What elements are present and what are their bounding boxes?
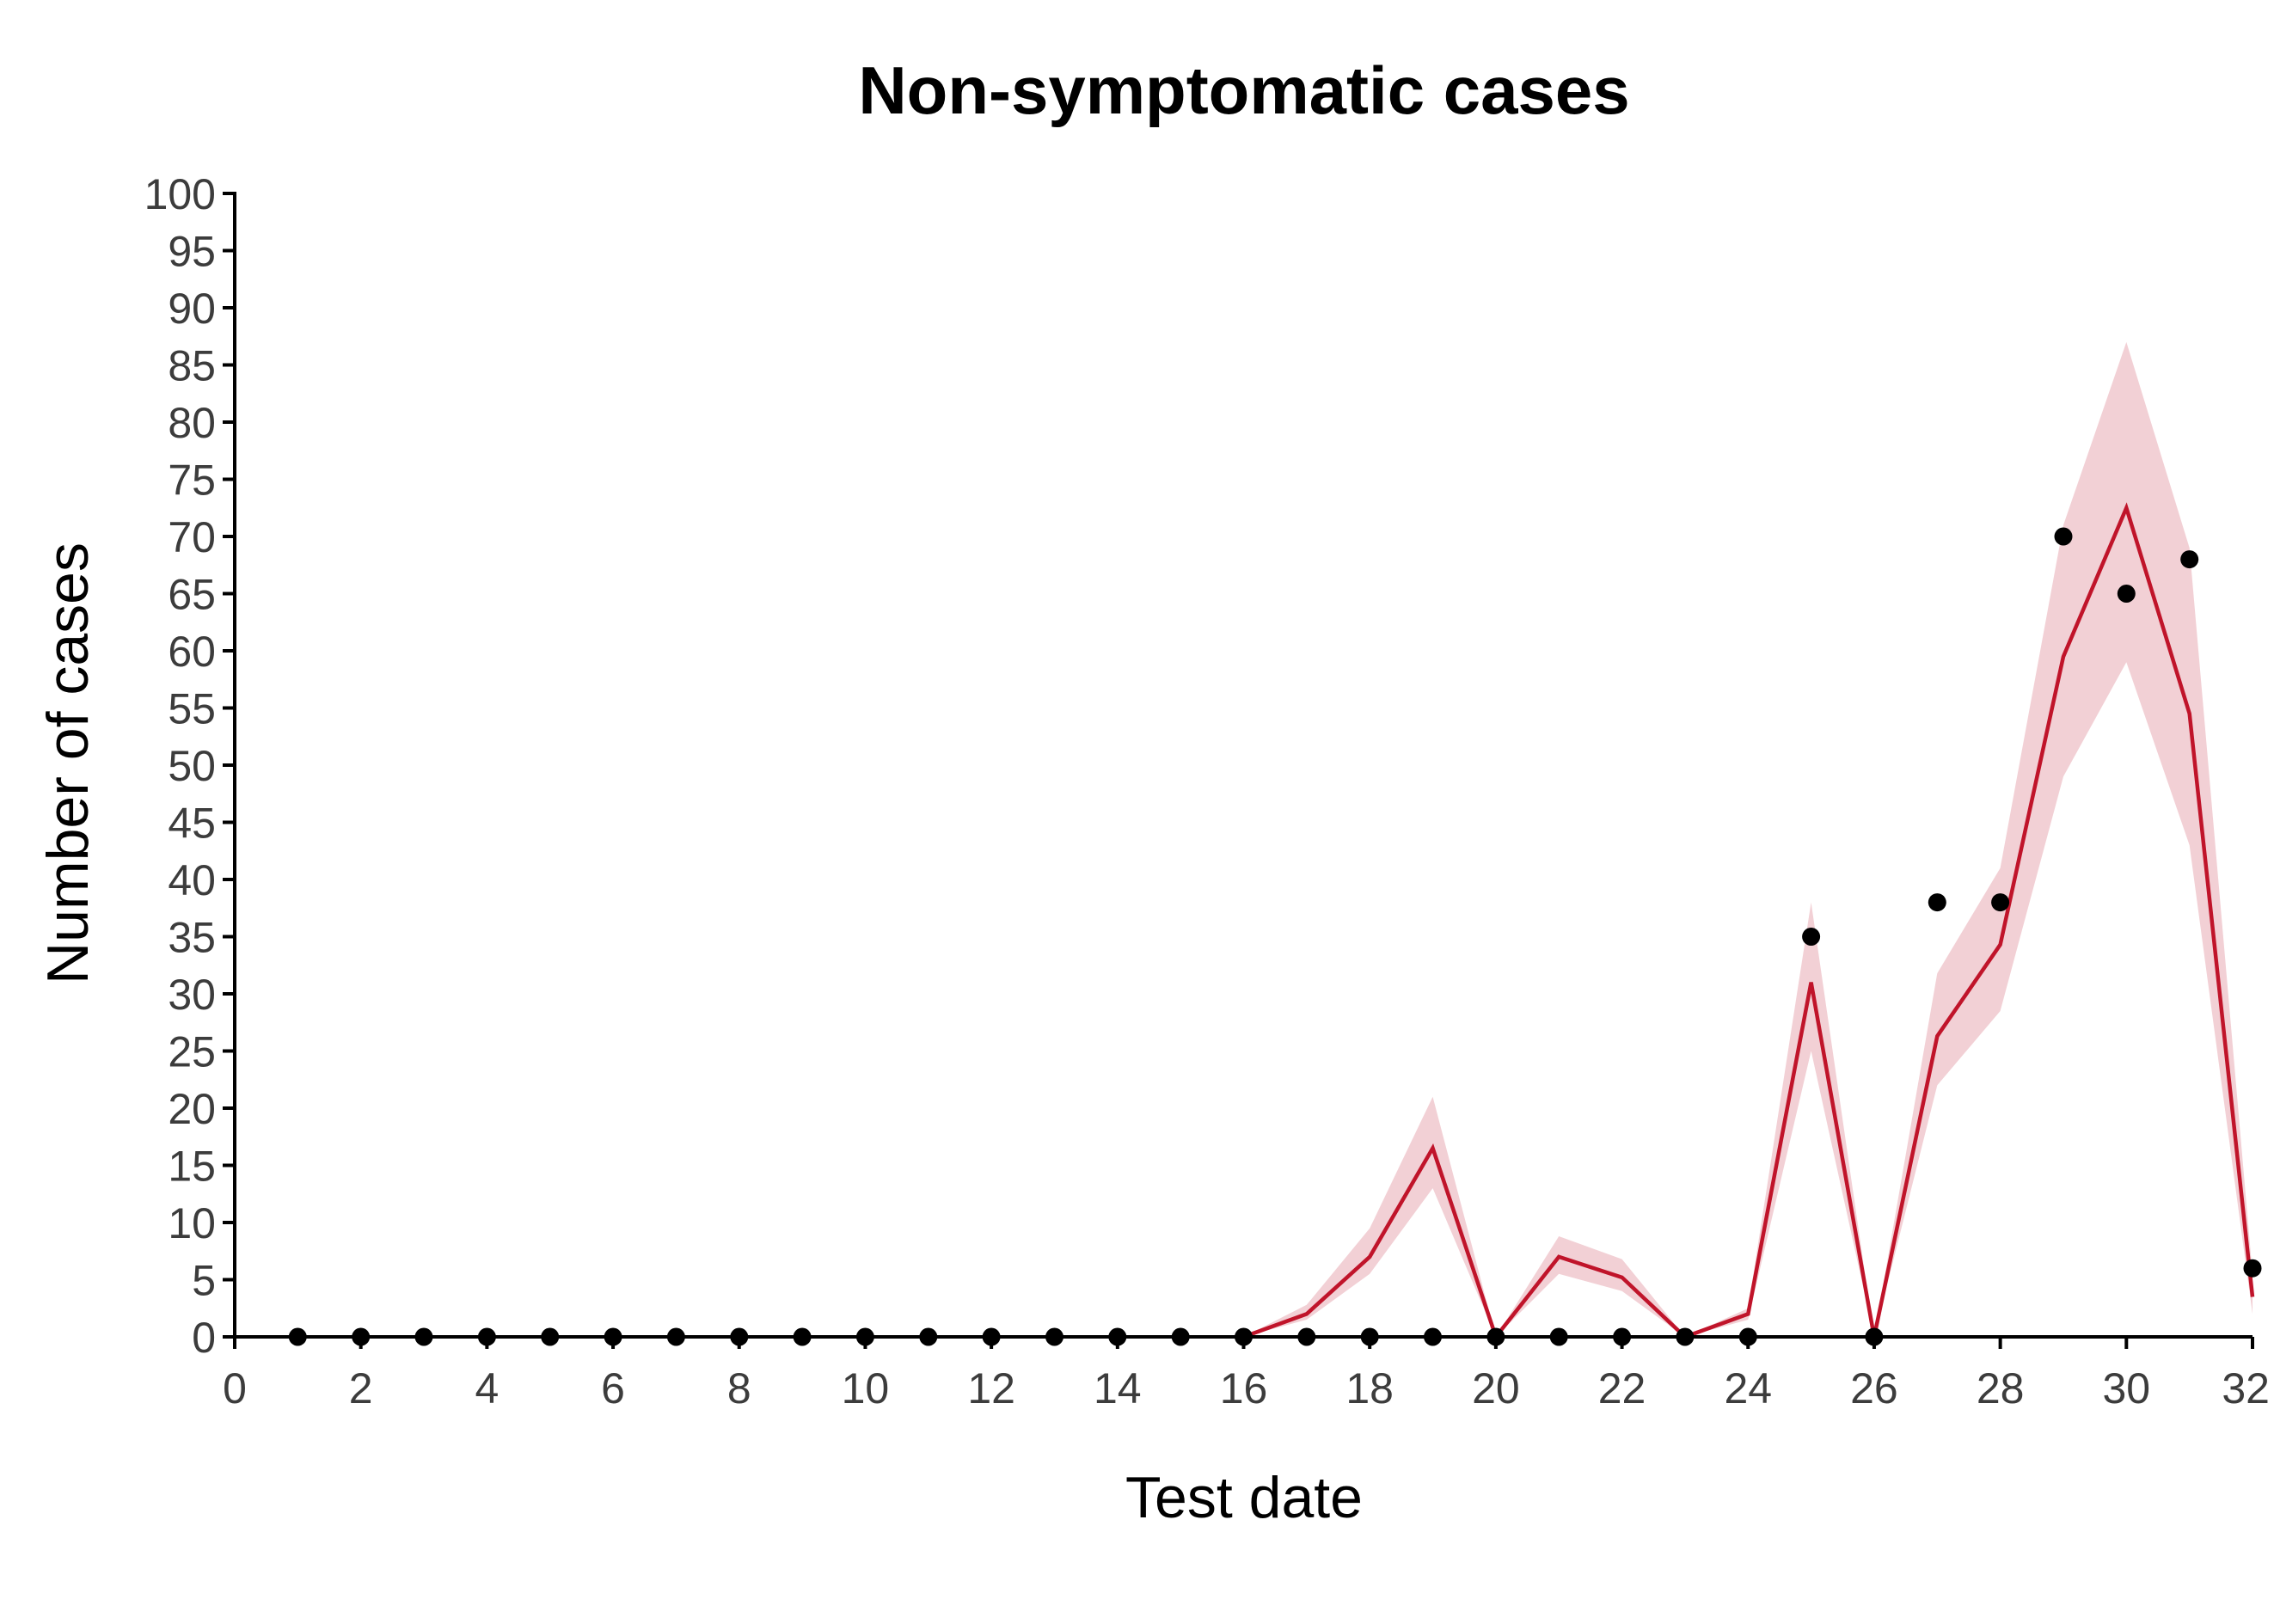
y-tick-label: 25 <box>168 1028 216 1076</box>
y-tick-label: 55 <box>168 685 216 733</box>
y-tick-label: 0 <box>192 1314 216 1362</box>
chart-title: Non-symptomatic cases <box>858 52 1629 128</box>
data-point <box>2054 527 2073 546</box>
x-tick-label: 24 <box>1724 1364 1772 1413</box>
x-tick-label: 14 <box>1094 1364 1142 1413</box>
x-tick-label: 4 <box>475 1364 499 1413</box>
y-tick-label: 90 <box>168 285 216 333</box>
data-point <box>1991 893 2010 912</box>
data-point <box>2180 550 2199 569</box>
x-tick-label: 30 <box>2103 1364 2151 1413</box>
interval-band <box>1243 341 2253 1337</box>
interval-band-layer <box>1243 341 2253 1337</box>
y-tick-label: 50 <box>168 742 216 790</box>
x-tick-label: 12 <box>967 1364 1015 1413</box>
data-point <box>2117 585 2136 603</box>
y-tick-label: 80 <box>168 399 216 447</box>
y-tick-label: 75 <box>168 457 216 505</box>
y-tick-label: 5 <box>192 1257 216 1305</box>
y-tick-label: 95 <box>168 228 216 276</box>
x-axis-label: Test date <box>1125 1465 1363 1530</box>
y-tick-label: 15 <box>168 1143 216 1191</box>
y-tick-label: 10 <box>168 1199 216 1247</box>
x-tick-label: 28 <box>1977 1364 2025 1413</box>
x-tick-label: 8 <box>727 1364 751 1413</box>
data-point <box>1928 893 1946 912</box>
y-axis-ticks: 0 5 10 15 20 25 30 35 40 45 50 55 60 65 70 75 80 85 90 95 10… <box>144 170 235 1362</box>
y-tick-label: 60 <box>168 628 216 676</box>
fitted-line <box>1242 502 2255 1341</box>
x-tick-label: 26 <box>1850 1364 1898 1413</box>
data-point <box>1802 928 1821 946</box>
x-tick-label: 16 <box>1220 1364 1268 1413</box>
y-tick-label: 85 <box>168 342 216 390</box>
axes <box>233 192 2253 1339</box>
data-point <box>2243 1259 2262 1278</box>
x-tick-label: 0 <box>223 1364 247 1413</box>
x-tick-label: 18 <box>1345 1364 1394 1413</box>
x-axis-ticks: 0 2 4 6 8 10 12 14 16 18 20 22 24 26 28 30 32 <box>223 1337 2270 1413</box>
y-tick-label: 30 <box>168 971 216 1019</box>
y-tick-label: 70 <box>168 513 216 561</box>
y-tick-label: 40 <box>168 856 216 904</box>
y-axis-label: Number of cases <box>35 542 101 984</box>
y-tick-label: 45 <box>168 800 216 848</box>
x-tick-label: 2 <box>349 1364 373 1413</box>
y-tick-label: 65 <box>168 571 216 619</box>
x-tick-label: 20 <box>1472 1364 1520 1413</box>
x-tick-label: 32 <box>2222 1364 2270 1413</box>
y-tick-label: 20 <box>168 1085 216 1133</box>
y-tick-label: 100 <box>144 170 216 218</box>
x-tick-label: 6 <box>601 1364 625 1413</box>
fitted-line-layer <box>1242 502 2255 1341</box>
x-tick-label: 10 <box>842 1364 890 1413</box>
x-tick-label: 22 <box>1598 1364 1646 1413</box>
y-tick-label: 35 <box>168 914 216 962</box>
